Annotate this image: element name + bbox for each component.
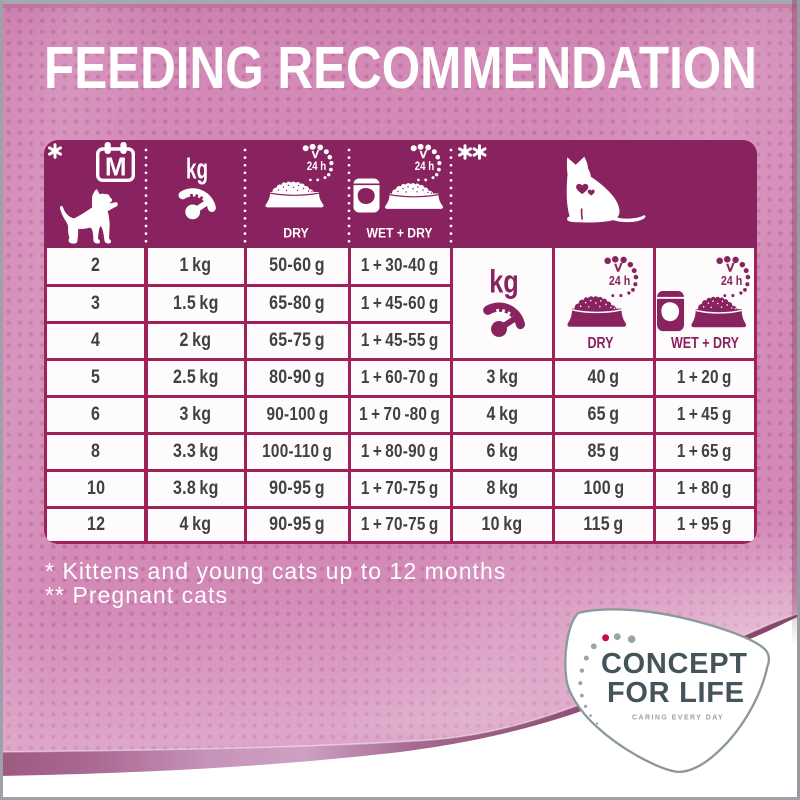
svg-text:DRY: DRY bbox=[283, 226, 309, 241]
svg-text:kg: kg bbox=[489, 264, 519, 300]
svg-text:FOR LIFE: FOR LIFE bbox=[607, 677, 745, 709]
svg-text:WET + DRY: WET + DRY bbox=[367, 226, 433, 241]
svg-text:CONCEPT: CONCEPT bbox=[601, 648, 748, 680]
svg-text:DRY: DRY bbox=[588, 335, 615, 352]
svg-text:kg: kg bbox=[186, 154, 208, 186]
svg-text:M: M bbox=[105, 152, 127, 182]
svg-text:CARING EVERY DAY: CARING EVERY DAY bbox=[632, 715, 724, 722]
svg-text:WET + DRY: WET + DRY bbox=[671, 335, 740, 352]
